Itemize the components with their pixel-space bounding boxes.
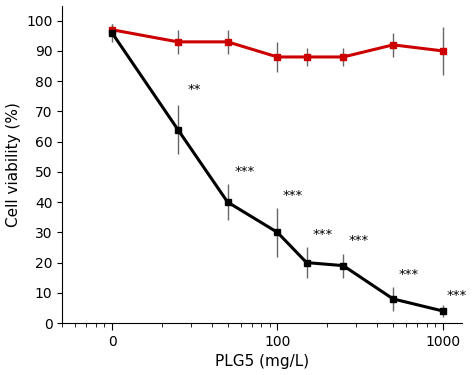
Y-axis label: Cell viability (%): Cell viability (%) — [6, 102, 20, 227]
X-axis label: PLG5 (mg/L): PLG5 (mg/L) — [215, 354, 309, 369]
Text: ***: *** — [447, 289, 467, 302]
Text: ***: *** — [312, 228, 332, 242]
Text: ***: *** — [235, 165, 255, 178]
Text: **: ** — [188, 83, 201, 96]
Text: ***: *** — [283, 189, 303, 202]
Text: ***: *** — [399, 268, 419, 281]
Text: ***: *** — [349, 234, 369, 248]
